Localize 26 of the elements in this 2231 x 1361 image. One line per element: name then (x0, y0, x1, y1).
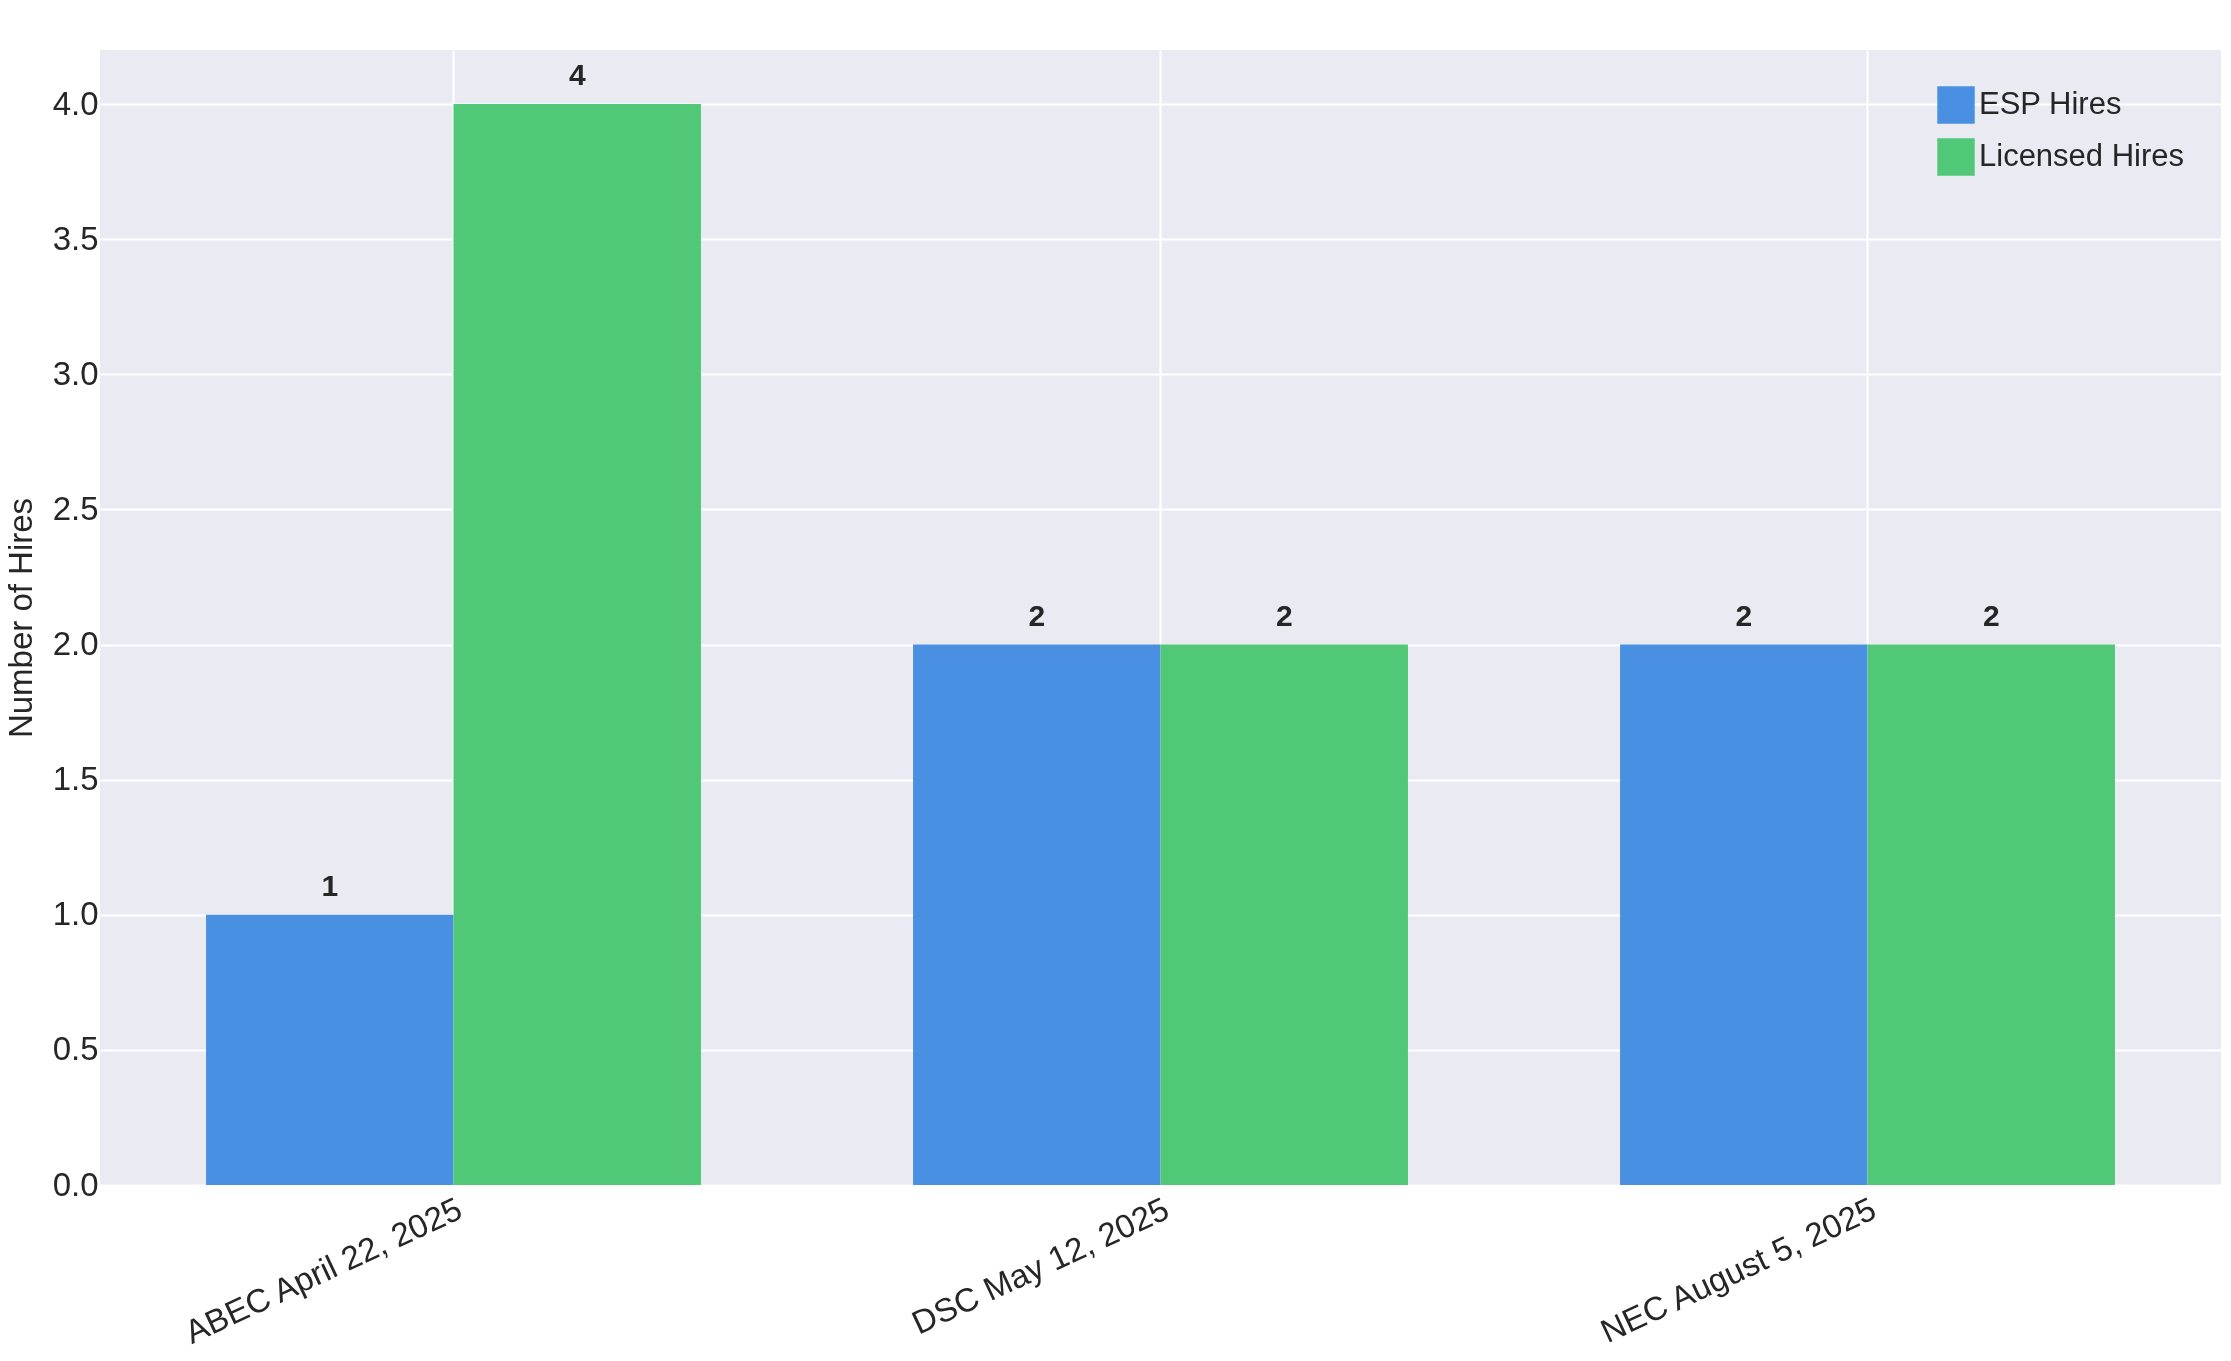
y-tick-label: 0.5 (52, 1030, 99, 1068)
y-tick-label: 0.0 (52, 1165, 99, 1203)
legend-label: ESP Hires (1979, 86, 2122, 121)
bar (453, 104, 701, 1185)
bar (1160, 644, 1408, 1185)
y-axis-title: Number of Hires (1, 497, 39, 739)
bar (1867, 644, 2115, 1185)
data-label: 2 (1275, 598, 1293, 632)
x-tick-label: DSC May 12, 2025 (906, 1189, 1175, 1342)
bar (1620, 644, 1868, 1185)
data-label: 1 (321, 868, 339, 902)
y-tick-label: 3.0 (52, 354, 99, 392)
bar (913, 644, 1161, 1185)
data-label: 2 (1982, 598, 2000, 632)
y-tick-label: 3.5 (52, 219, 99, 257)
data-label: 4 (568, 58, 586, 92)
bar (206, 914, 454, 1185)
y-tick-label: 1.5 (52, 760, 99, 798)
y-tick-label: 2.5 (52, 489, 99, 527)
data-label: 2 (1028, 598, 1046, 632)
y-tick-label: 4.0 (52, 84, 99, 122)
y-tick-label: 2.0 (52, 625, 99, 663)
y-tick-label: 1.0 (52, 895, 99, 933)
legend-label: Licensed Hires (1979, 138, 2185, 173)
data-label: 2 (1735, 598, 1753, 632)
x-tick-label: ABEC April 22, 2025 (179, 1189, 468, 1351)
